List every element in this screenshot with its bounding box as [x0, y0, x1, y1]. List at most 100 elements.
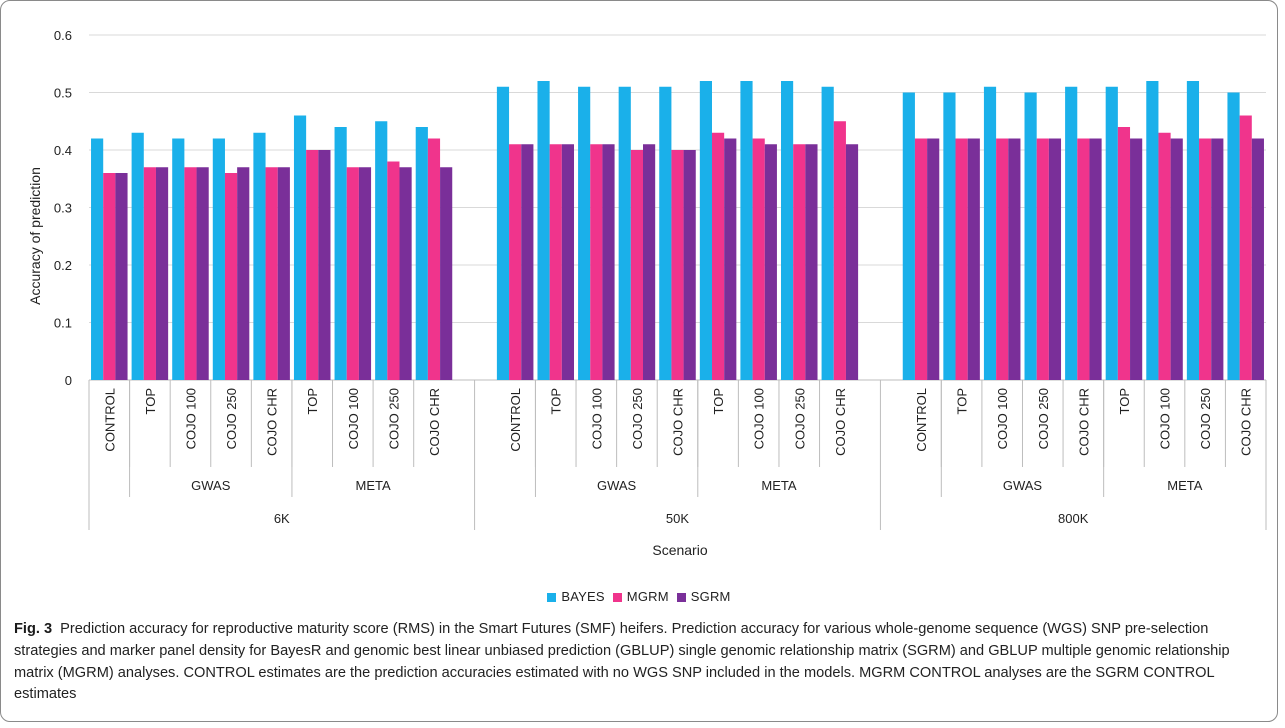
bar-mgrm	[306, 150, 319, 380]
x-category-label: COJO 100	[1158, 388, 1173, 449]
bar-mgrm	[630, 150, 644, 380]
bar-chart: 0 0.1 0.2 0.3 0.4 0.5 0.6 CONTROL TOP COJO 100 COJ…	[27, 28, 1267, 558]
bar-bayes	[1065, 86, 1078, 380]
legend-item-mgrm: MGRM	[612, 589, 669, 605]
bar-bayes	[618, 86, 631, 380]
legend-label: SGRM	[690, 589, 731, 605]
bars	[91, 81, 1264, 380]
x-category-label: COJO 100	[346, 388, 361, 449]
bar-sgrm	[1048, 138, 1062, 380]
x-category-label: COJO CHR	[1076, 388, 1091, 456]
bar-mgrm	[914, 138, 928, 380]
bar-mgrm	[671, 150, 684, 380]
bar-bayes	[943, 92, 956, 380]
x-category-label: COJO 250	[630, 388, 645, 449]
bar-sgrm	[643, 144, 656, 380]
legend: BAYES MGRM SGRM	[0, 588, 1278, 604]
bar-bayes	[415, 127, 428, 380]
x-category-label: COJO 250	[792, 388, 807, 449]
bar-sgrm	[602, 144, 615, 380]
x-group-label: 800K	[1058, 511, 1089, 526]
bar-sgrm	[277, 167, 290, 380]
bar-mgrm	[224, 173, 238, 380]
bar-bayes	[496, 86, 510, 380]
x-category-label: COJO 250	[1036, 388, 1051, 449]
x-subgroup-label: META	[1167, 478, 1202, 493]
bar-bayes	[212, 138, 225, 380]
bar-mgrm	[549, 144, 562, 380]
x-category-label: COJO CHR	[265, 388, 280, 456]
bar-mgrm	[996, 138, 1009, 380]
y-tick-label: 0	[65, 373, 72, 388]
bar-bayes	[172, 138, 185, 380]
bar-sgrm	[196, 167, 209, 380]
bar-sgrm	[561, 144, 575, 380]
x-category-label: COJO 100	[589, 388, 604, 449]
legend-swatch	[676, 593, 686, 603]
bar-mgrm	[387, 161, 400, 380]
x-category-label: TOP	[549, 388, 564, 415]
bar-bayes	[659, 86, 672, 380]
bar-bayes	[699, 81, 712, 380]
bar-mgrm	[1077, 138, 1090, 380]
bar-sgrm	[399, 167, 412, 380]
bar-sgrm	[805, 144, 818, 380]
legend-swatch	[547, 593, 557, 603]
bar-sgrm	[1130, 138, 1143, 380]
bar-bayes	[780, 81, 794, 380]
bar-bayes	[375, 121, 388, 380]
bar-sgrm	[1170, 138, 1183, 380]
x-category-label: TOP	[711, 388, 726, 415]
bar-mgrm	[103, 173, 116, 380]
x-category-label: TOP	[143, 388, 158, 415]
bar-sgrm	[967, 138, 980, 380]
bar-bayes	[1024, 92, 1037, 380]
x-category-label: COJO CHR	[833, 388, 848, 456]
axes: 0 0.1 0.2 0.3 0.4 0.5 0.6 CONTROL TOP COJO 100 COJ…	[54, 28, 1267, 530]
bar-bayes	[821, 86, 834, 380]
bar-mgrm	[184, 167, 197, 380]
bar-bayes	[1146, 81, 1159, 380]
bar-sgrm	[237, 167, 250, 380]
x-subgroup-label: META	[761, 478, 796, 493]
x-subgroup-label: GWAS	[597, 478, 637, 493]
bar-bayes	[537, 81, 550, 380]
legend-item-sgrm: SGRM	[676, 589, 731, 605]
x-category-label: COJO 100	[183, 388, 198, 449]
y-axis-title: Accuracy of prediction	[27, 167, 43, 305]
caption-text: Prediction accuracy for reproductive mat…	[14, 621, 1230, 703]
bar-mgrm	[752, 138, 765, 380]
bar-bayes	[131, 132, 144, 380]
x-category-label: COJO 100	[752, 388, 767, 449]
caption-label: Fig. 3	[14, 621, 53, 637]
bar-mgrm	[346, 167, 359, 380]
bar-bayes	[334, 127, 347, 380]
bar-mgrm	[1239, 115, 1252, 380]
bar-sgrm	[115, 173, 128, 380]
bar-bayes	[902, 92, 915, 380]
bar-bayes	[91, 138, 104, 380]
bar-bayes	[293, 115, 307, 380]
bar-bayes	[253, 132, 266, 380]
bar-sgrm	[683, 150, 696, 380]
x-category-label: TOP	[955, 388, 970, 415]
bar-sgrm	[1251, 138, 1264, 380]
x-axis-title: Scenario	[652, 542, 707, 558]
x-category-label: COJO 250	[1198, 388, 1213, 449]
bar-bayes	[740, 81, 753, 380]
bar-bayes	[1227, 92, 1240, 380]
x-category-label: COJO CHR	[671, 388, 686, 456]
bar-bayes	[1186, 81, 1200, 380]
bar-mgrm	[1158, 132, 1171, 380]
bar-sgrm	[1211, 138, 1224, 380]
figure-caption: Fig. 3 Prediction accuracy for reproduct…	[14, 619, 1264, 706]
y-tick-label: 0.2	[54, 258, 72, 273]
bar-sgrm	[358, 167, 372, 380]
legend-label: MGRM	[626, 589, 669, 605]
bar-mgrm	[1199, 138, 1212, 380]
y-tick-label: 0.4	[54, 143, 72, 158]
bar-mgrm	[711, 132, 725, 380]
x-category-label: CONTROL	[508, 388, 523, 452]
bar-mgrm	[265, 167, 278, 380]
x-category-label: TOP	[305, 388, 320, 415]
